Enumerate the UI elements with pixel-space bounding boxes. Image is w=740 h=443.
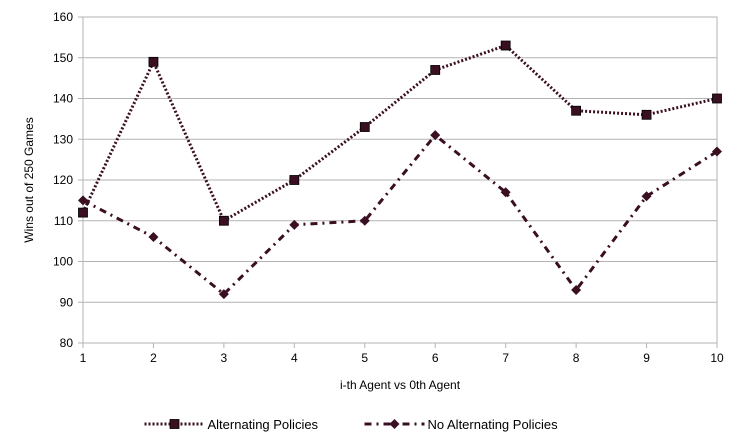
data-point xyxy=(218,215,229,226)
legend-label: Alternating Policies xyxy=(208,417,319,432)
series-layer xyxy=(78,40,722,300)
data-point xyxy=(359,122,370,132)
series-line xyxy=(82,133,718,297)
y-tick-label: 90 xyxy=(60,295,74,309)
data-point xyxy=(359,215,370,226)
legend-item: Alternating Policies xyxy=(144,417,319,432)
x-axis-title: i-th Agent vs 0th Agent xyxy=(340,378,461,392)
legend-marker xyxy=(169,419,180,429)
x-tick-label: 9 xyxy=(643,351,650,365)
legend-marker xyxy=(389,419,400,429)
plot-area xyxy=(82,16,718,344)
data-point xyxy=(430,130,441,141)
y-tick-label: 140 xyxy=(53,92,73,106)
data-point xyxy=(289,219,300,230)
x-tick-label: 7 xyxy=(502,351,509,365)
data-point xyxy=(78,207,88,218)
data-point xyxy=(500,187,511,198)
data-point xyxy=(712,146,722,157)
x-tick-label: 2 xyxy=(150,351,157,365)
x-tick-label: 6 xyxy=(432,351,439,365)
series-1 xyxy=(78,40,722,226)
data-point xyxy=(289,175,300,185)
legend: Alternating Policies No Alternating Polic… xyxy=(144,417,559,432)
x-tick-label: 3 xyxy=(221,351,228,365)
data-point xyxy=(641,191,652,202)
data-point xyxy=(148,232,159,243)
data-point xyxy=(78,195,88,206)
y-tick-label: 130 xyxy=(53,132,73,146)
x-tick-label: 4 xyxy=(291,351,298,365)
y-tick-label: 100 xyxy=(53,255,73,269)
data-point xyxy=(571,105,582,116)
data-point xyxy=(500,40,511,51)
y-tick-label: 120 xyxy=(53,173,73,187)
data-point xyxy=(571,285,582,296)
data-point xyxy=(218,289,229,300)
x-tick-label: 5 xyxy=(361,351,368,365)
y-tick-label: 80 xyxy=(60,336,74,350)
x-axis-ticks: 1 2 3 4 5 6 7 8 9 10 xyxy=(80,343,724,365)
x-tick-label: 10 xyxy=(710,351,724,365)
data-point xyxy=(148,56,159,67)
y-tick-label: 160 xyxy=(53,10,73,24)
data-point xyxy=(430,65,441,75)
legend-item: No Alternating Policies xyxy=(364,417,559,432)
x-tick-label: 8 xyxy=(573,351,580,365)
data-point xyxy=(712,93,722,104)
x-tick-label: 1 xyxy=(80,351,87,365)
series-2 xyxy=(78,130,722,300)
series-line xyxy=(81,43,718,223)
data-point xyxy=(641,109,652,120)
y-axis-ticks: 80 90 100 110 120 130 140 150 160 xyxy=(53,10,83,350)
legend-label: No Alternating Policies xyxy=(428,417,559,432)
y-axis-title: Wins out of 250 Games xyxy=(22,117,36,242)
y-tick-label: 150 xyxy=(53,51,73,65)
y-tick-label: 110 xyxy=(54,214,73,228)
